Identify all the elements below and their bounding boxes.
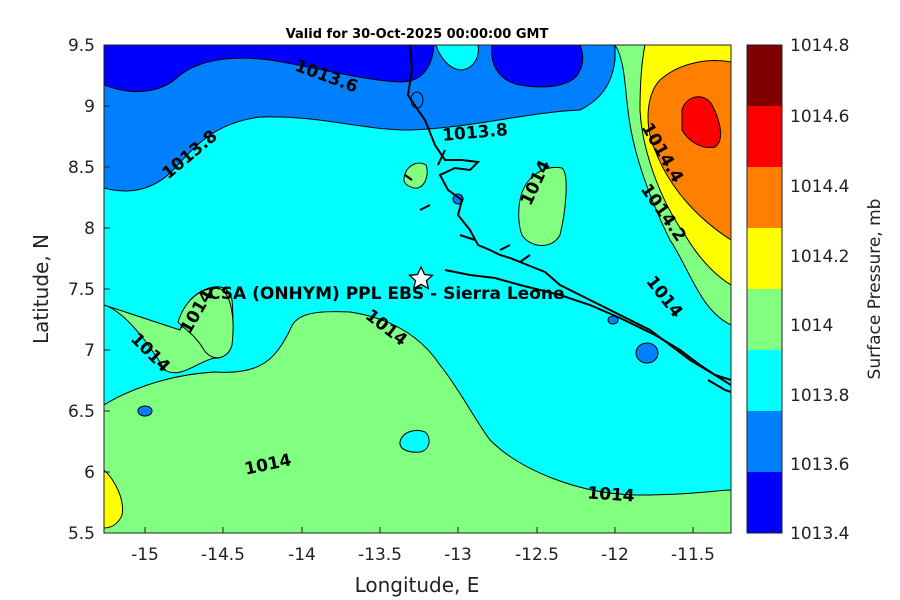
- region-1014-small-island: [403, 162, 428, 189]
- x-tick-label: -11.5: [671, 545, 715, 565]
- y-tick-label: 6: [84, 463, 95, 483]
- colorbar-bin: [747, 45, 782, 106]
- x-tick-label: -12: [601, 545, 629, 565]
- x-tick-label: -14.5: [201, 545, 245, 565]
- x-tick-label: -14: [288, 545, 316, 565]
- coastline: [404, 45, 731, 393]
- region-1013-6-blob-2: [635, 342, 659, 364]
- y-tick-label: 6.5: [68, 402, 95, 422]
- region-1013-4-north: [491, 45, 584, 88]
- site-label: CSA (ONHYM) PPL EBS - Sierra Leone: [208, 284, 565, 304]
- region-1013-6-blob-5: [410, 91, 424, 109]
- y-tick-label: 7.5: [68, 280, 95, 300]
- region-1014-2-southwest: [104, 469, 124, 529]
- region-1013-6: [104, 45, 616, 192]
- region-1013-8-north-pocket: [435, 45, 479, 71]
- colorbar-bin: [747, 411, 782, 472]
- colorbar-tick-label: 1014.2: [790, 247, 849, 267]
- colorbar-tick-label: 1014.6: [790, 107, 849, 127]
- x-axis: -15 -14.5 -14 -13.5 -13 -12.5 -12 -11.5 …: [131, 527, 715, 597]
- colorbar-tick-label: 1014.8: [790, 36, 849, 56]
- figure-title: Valid for 30-Oct-2025 00:00:00 GMT: [286, 27, 549, 42]
- y-axis-label: Latitude, N: [29, 234, 53, 344]
- colorbar-bin: [747, 289, 782, 350]
- colorbar-bin: [747, 167, 782, 228]
- y-tick-label: 7: [84, 341, 95, 361]
- filled-contours: [104, 45, 731, 533]
- colorbar-bin: [747, 350, 782, 411]
- region-1013-8-south-pocket: [399, 429, 430, 453]
- colorbar-tick-label: 1013.8: [790, 386, 849, 406]
- contour-label: 1014: [587, 483, 636, 506]
- y-axis: 9.5 9 8.5 8 7.5 7 6.5 6 5.5 Latitude, N: [29, 36, 110, 544]
- y-tick-label: 9: [84, 97, 95, 117]
- x-tick-label: -13.5: [358, 545, 402, 565]
- colorbar: 1014.8 1014.6 1014.4 1014.2 1014 1013.8 …: [746, 36, 885, 544]
- colorbar-tick-label: 1013.4: [790, 524, 849, 544]
- colorbar-bin: [747, 106, 782, 167]
- y-tick-label: 8: [84, 219, 95, 239]
- colorbar-tick-label: 1013.6: [790, 455, 849, 475]
- colorbar-bin: [747, 472, 782, 533]
- colorbar-bin: [747, 228, 782, 289]
- x-tick-label: -15: [131, 545, 159, 565]
- region-1013-6-blob-1: [137, 405, 153, 417]
- colorbar-label: Surface Pressure, mb: [865, 199, 885, 380]
- x-axis-label: Longitude, E: [355, 573, 480, 597]
- y-tick-label: 5.5: [68, 524, 95, 544]
- region-1014-east-island: [518, 166, 567, 246]
- star-icon: [407, 265, 435, 290]
- region-1014-6: [681, 96, 722, 149]
- colorbar-tick-label: 1014: [790, 316, 833, 336]
- colorbar-tick-label: 1014.4: [790, 177, 849, 197]
- y-tick-label: 9.5: [68, 36, 95, 56]
- y-tick-label: 8.5: [68, 158, 95, 178]
- x-tick-label: -13: [444, 545, 472, 565]
- x-tick-label: -12.5: [515, 545, 559, 565]
- region-1014-west-island: [177, 287, 234, 359]
